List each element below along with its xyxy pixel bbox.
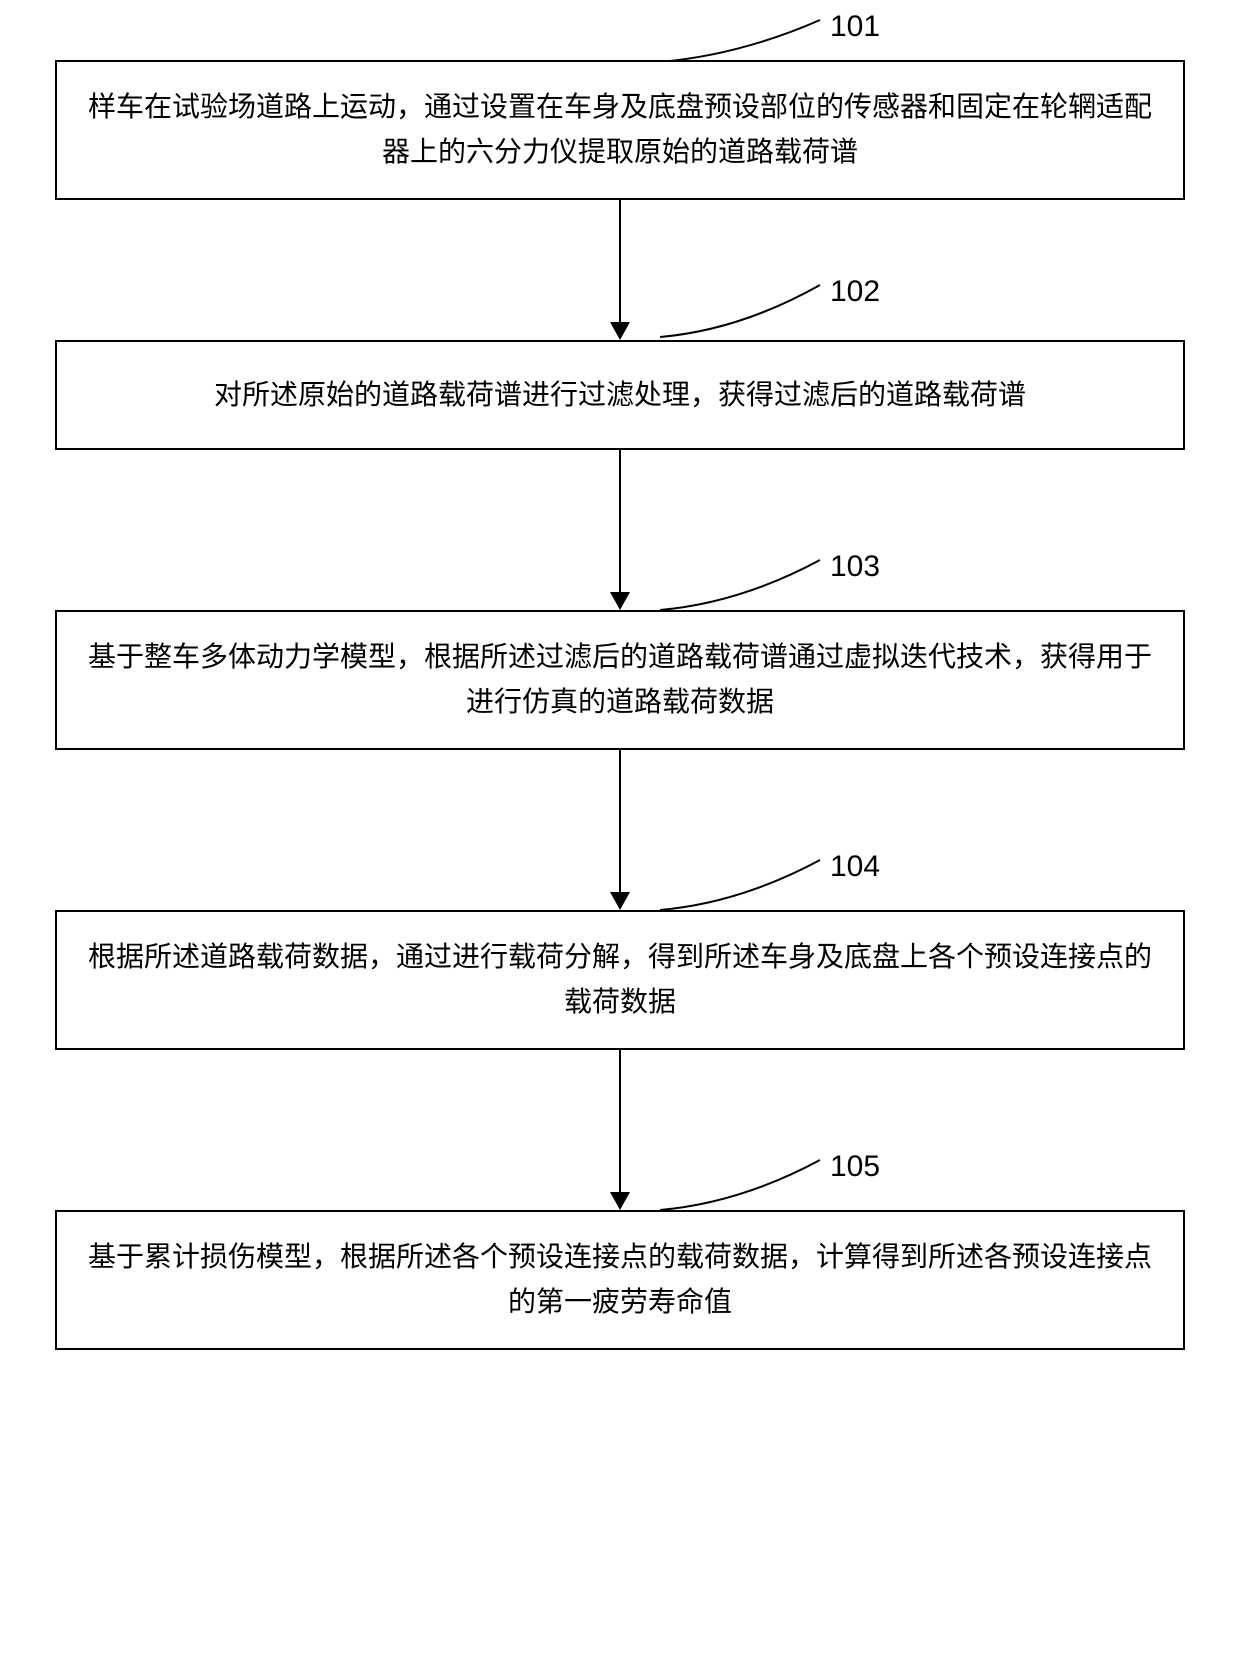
arrow-head-3 [610, 892, 630, 910]
arrow-line-1 [619, 200, 621, 322]
label-curve-104 [660, 855, 830, 915]
arrow-head-1 [610, 322, 630, 340]
step-text-102: 对所述原始的道路载荷谱进行过滤处理，获得过滤后的道路载荷谱 [214, 373, 1026, 418]
step-label-103: 103 [830, 550, 880, 584]
step-box-104: 根据所述道路载荷数据，通过进行载荷分解，得到所述车身及底盘上各个预设连接点的载荷… [55, 910, 1185, 1050]
step-text-103: 基于整车多体动力学模型，根据所述过滤后的道路载荷谱通过虚拟迭代技术，获得用于进行… [87, 635, 1153, 725]
step-box-101: 样车在试验场道路上运动，通过设置在车身及底盘预设部位的传感器和固定在轮辋适配器上… [55, 60, 1185, 200]
step-label-102: 102 [830, 275, 880, 309]
arrow-head-2 [610, 592, 630, 610]
step-box-103: 基于整车多体动力学模型，根据所述过滤后的道路载荷谱通过虚拟迭代技术，获得用于进行… [55, 610, 1185, 750]
step-box-105: 基于累计损伤模型，根据所述各个预设连接点的载荷数据，计算得到所述各预设连接点的第… [55, 1210, 1185, 1350]
step-text-104: 根据所述道路载荷数据，通过进行载荷分解，得到所述车身及底盘上各个预设连接点的载荷… [87, 935, 1153, 1025]
step-box-102: 对所述原始的道路载荷谱进行过滤处理，获得过滤后的道路载荷谱 [55, 340, 1185, 450]
label-curve-105 [660, 1155, 830, 1215]
label-curve-101 [660, 15, 830, 65]
arrow-line-4 [619, 1050, 621, 1192]
label-curve-103 [660, 555, 830, 615]
arrow-line-2 [619, 450, 621, 592]
step-text-101: 样车在试验场道路上运动，通过设置在车身及底盘预设部位的传感器和固定在轮辋适配器上… [87, 85, 1153, 175]
arrow-line-3 [619, 750, 621, 892]
label-curve-102 [660, 280, 830, 340]
step-label-101: 101 [830, 10, 880, 44]
step-label-105: 105 [830, 1150, 880, 1184]
step-text-105: 基于累计损伤模型，根据所述各个预设连接点的载荷数据，计算得到所述各预设连接点的第… [87, 1235, 1153, 1325]
step-label-104: 104 [830, 850, 880, 884]
flowchart-container: 101 样车在试验场道路上运动，通过设置在车身及底盘预设部位的传感器和固定在轮辋… [0, 0, 1240, 1665]
arrow-head-4 [610, 1192, 630, 1210]
